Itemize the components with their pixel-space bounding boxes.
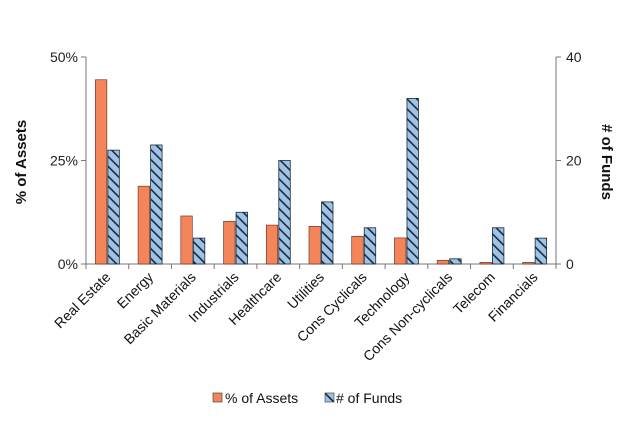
- bar-assets: [223, 221, 236, 265]
- bar-funds: [534, 237, 548, 265]
- bar-funds: [449, 258, 462, 265]
- x-category-label: Energy: [114, 269, 157, 312]
- bar-funds: [235, 211, 248, 265]
- bar-assets: [137, 185, 150, 265]
- bar-funds: [192, 237, 206, 265]
- bar-assets: [394, 237, 407, 265]
- bar-assets: [479, 262, 492, 265]
- y-left-tick-label: 50%: [50, 49, 78, 65]
- legend-swatch-funds: [324, 392, 335, 403]
- bar-funds: [321, 201, 334, 265]
- y-right-tick-label: 40: [566, 49, 582, 65]
- bar-assets: [351, 235, 364, 265]
- x-category-label: Real Estate: [51, 269, 114, 332]
- y-left-tick-label: 25%: [50, 153, 78, 169]
- legend-swatch-assets: [212, 392, 223, 403]
- bar-assets: [436, 259, 449, 265]
- bar-assets: [95, 79, 108, 265]
- bar-funds: [278, 160, 291, 265]
- bar-assets: [180, 215, 193, 265]
- y-axis-left-title: % of Assets: [13, 120, 30, 204]
- bar-funds: [492, 227, 505, 265]
- bar-assets: [265, 224, 279, 265]
- bar-funds: [150, 144, 163, 265]
- y-left-tick-label: 0%: [58, 256, 78, 272]
- bar-assets: [308, 226, 321, 265]
- bar-funds: [406, 98, 419, 265]
- bar-funds: [363, 227, 377, 265]
- bar-funds: [107, 149, 120, 265]
- y-right-tick-label: 0: [566, 256, 574, 272]
- legend-label-funds: # of Funds: [336, 390, 402, 406]
- y-right-tick-label: 20: [566, 153, 582, 169]
- y-axis-right-title: # of Funds: [598, 124, 615, 200]
- axes: [81, 56, 561, 269]
- bar-assets: [522, 262, 535, 265]
- legend-label-assets: % of Assets: [225, 390, 298, 406]
- legend: % of Assets # of Funds: [212, 390, 402, 406]
- bars: [95, 79, 548, 265]
